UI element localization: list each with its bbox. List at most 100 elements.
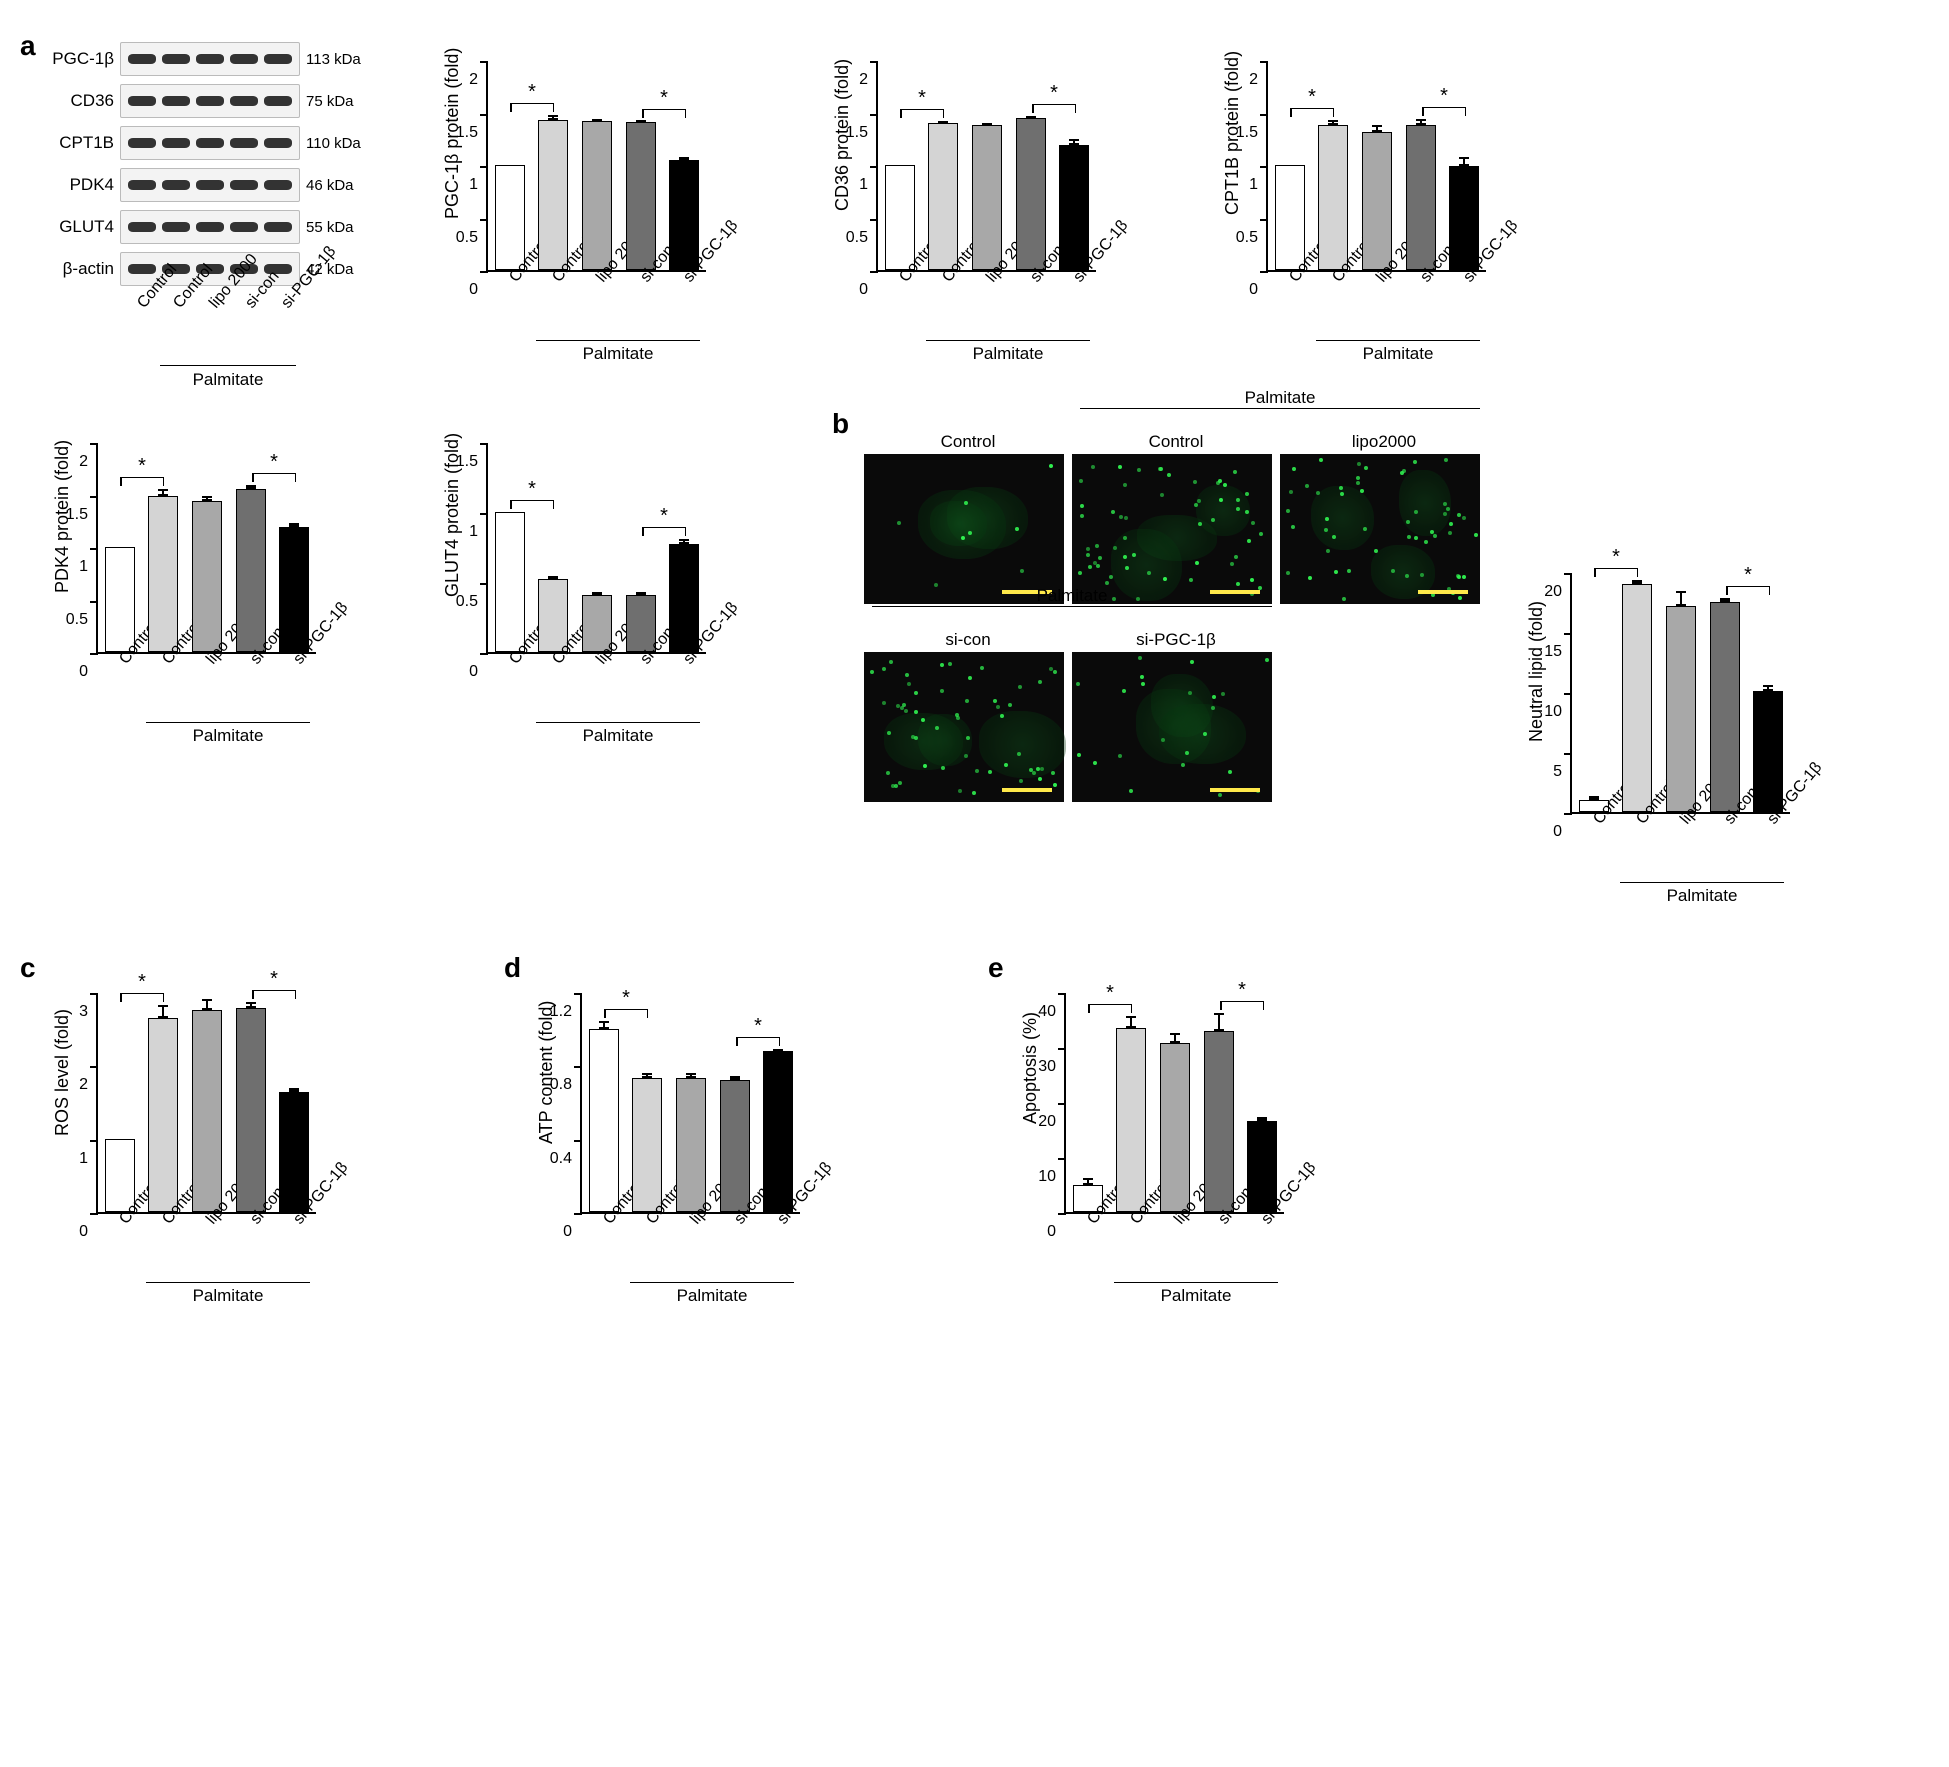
palmitate-label: Palmitate [583,726,654,746]
y-axis-label: PDK4 protein (fold) [52,440,73,593]
bar [885,165,915,270]
bar [669,544,699,652]
bar-chart-cd36: 00.511.52ControlControllipo 2000si-consi… [824,30,1164,360]
micrograph-title: si-PGC-1β [1072,630,1280,650]
significance-star-icon: * [660,87,668,110]
bar [236,1008,266,1212]
palmitate-bracket-icon [160,365,296,366]
significance-bracket-icon [252,473,296,481]
micrograph-image [1072,652,1272,802]
micrograph-wrap: Control [864,432,1072,604]
wb-protein-label: CPT1B [44,133,120,153]
y-axis-label: GLUT4 protein (fold) [442,433,463,597]
western-blot-row: PDK4 46 kDa [44,166,374,204]
significance-bracket-icon [1422,107,1466,115]
bar [495,512,525,652]
bar-chart-pdk4: 00.511.52ControlControllipo 2000si-consi… [44,412,384,742]
wb-protein-label: β-actin [44,259,120,279]
significance-bracket-icon [1088,1004,1132,1012]
bar [720,1080,750,1212]
wb-band-strip [120,210,300,244]
significance-star-icon: * [1744,564,1752,587]
wb-band-strip [120,168,300,202]
bar [1406,125,1436,270]
bar-chart-pgc1b: 00.511.52ControlControllipo 2000si-consi… [434,30,774,360]
significance-star-icon: * [1050,82,1058,105]
bar-chart-neutral-lipid: 05101520ControlControllipo 2000si-consi-… [1518,542,1858,902]
bar [626,122,656,270]
ytick-label: 0 [440,663,488,681]
bar [676,1078,706,1212]
significance-star-icon: * [270,968,278,991]
bar [1622,584,1652,812]
bar [1116,1028,1146,1212]
ytick-label: 0 [50,663,98,681]
palmitate-label: Palmitate [1363,344,1434,364]
micrograph-wrap: lipo2000 [1280,432,1488,604]
y-axis-label: CD36 protein (fold) [832,59,853,211]
bar-chart-cpt1b: 00.511.52ControlControllipo 2000si-consi… [1214,30,1554,360]
significance-star-icon: * [754,1015,762,1038]
ytick-label: 0 [534,1223,582,1241]
bar [1275,165,1305,270]
significance-bracket-icon [510,500,554,508]
ytick-label: 0 [1524,823,1572,841]
panel-label-e: e [988,952,1004,984]
bar [1160,1043,1190,1212]
ytick-label: 0.4 [534,1150,582,1168]
micrograph-wrap: Control [1072,432,1280,604]
significance-bracket-icon [642,109,686,117]
ytick-label: 20 [1524,583,1572,601]
ytick-label: 1 [50,1150,98,1168]
significance-star-icon: * [918,87,926,110]
bar [148,496,178,652]
y-axis-label: Apoptosis (%) [1020,1012,1041,1124]
panel-label-c: c [20,952,36,984]
bar [1016,118,1046,270]
significance-bracket-icon [736,1037,780,1045]
micrograph-title: lipo2000 [1280,432,1488,452]
significance-bracket-icon [900,109,944,117]
wb-band-strip [120,126,300,160]
ytick-label: 0 [50,1223,98,1241]
palmitate-label: Palmitate [677,1286,748,1306]
panel-b: b Palmitate ControlControllipo2000 Palmi… [864,412,1858,902]
ytick-label: 0 [1018,1223,1066,1241]
bar [589,1029,619,1212]
significance-star-icon: * [622,987,630,1010]
wb-mw-label: 75 kDa [300,93,354,110]
scale-bar-icon [1210,590,1260,594]
bar [495,165,525,270]
significance-bracket-icon [642,527,686,535]
bar [763,1051,793,1212]
wb-protein-label: GLUT4 [44,217,120,237]
bar [279,527,309,652]
figure: a PGC-1β 113 kDa CD36 75 kDa CPT1B 110 k… [20,30,1929,1302]
significance-star-icon: * [1238,979,1246,1002]
palmitate-label: Palmitate [193,726,264,746]
bar [1204,1031,1234,1213]
significance-bracket-icon [1726,586,1770,594]
micrograph-title: si-con [864,630,1072,650]
bar-chart-glut4: 00.511.5ControlControllipo 2000si-consi-… [434,412,774,742]
significance-star-icon: * [660,505,668,528]
bar [279,1092,309,1212]
ytick-label: 5 [1524,763,1572,781]
bar-chart-atp: 00.40.81.2ControlControllipo 2000si-cons… [528,962,868,1302]
significance-bracket-icon [120,993,164,1001]
bar [1666,606,1696,812]
significance-bracket-icon [1032,104,1076,112]
palmitate-label: Palmitate [1667,886,1738,906]
ytick-label: 0 [830,281,878,299]
ytick-label: 0 [1220,281,1268,299]
y-axis-label: ROS level (fold) [52,1009,73,1136]
significance-bracket-icon [510,103,554,111]
bar [1059,145,1089,270]
wb-protein-label: PGC-1β [44,49,120,69]
micrograph-image [864,652,1064,802]
y-axis-label: ATP content (fold) [536,1001,557,1144]
bar [236,489,266,652]
scale-bar-icon [1418,590,1468,594]
significance-bracket-icon [1220,1001,1264,1009]
bar-chart-ros: 0123ControlControllipo 2000si-consi-PGC-… [44,962,384,1302]
